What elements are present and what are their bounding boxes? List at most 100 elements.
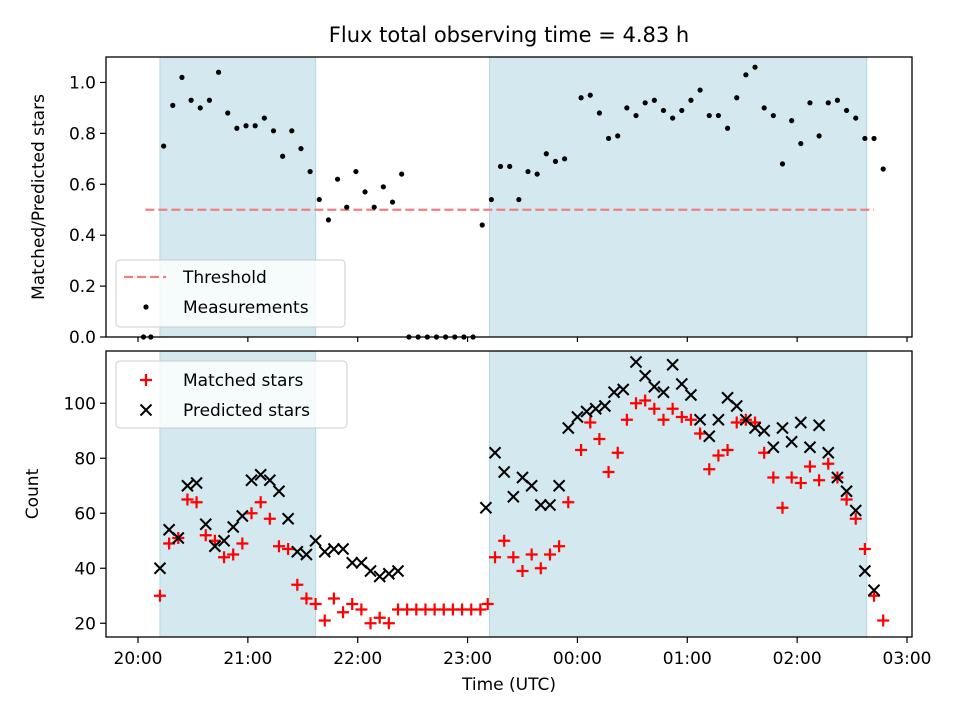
measurement-point (234, 125, 240, 131)
shaded-interval (489, 57, 867, 337)
predicted-star-marker (534, 498, 548, 512)
matched-star-marker (516, 565, 529, 577)
measurement-point (743, 72, 749, 78)
top-y-axis: 0.0 0.2 0.4 0.6 0.8 1.0 (69, 73, 106, 348)
matched-star-marker (840, 493, 853, 506)
measurement-point (642, 100, 648, 106)
measurement-point (752, 64, 758, 70)
measurement-point (399, 171, 405, 177)
predicted-star-marker (730, 399, 743, 413)
measurement-point (316, 196, 322, 203)
bottom-panel: 20 40 60 80 100 20:00 21:00 22:00 23:00 00:00 01:… (23, 350, 932, 695)
predicted-star-marker (507, 490, 520, 503)
matched-star-marker (364, 617, 377, 630)
measurement-point (525, 168, 531, 175)
measurement-point (188, 97, 194, 103)
x-tick-label: 03:00 (883, 649, 932, 669)
predicted-star-marker (648, 380, 661, 393)
matched-star-marker (474, 603, 487, 616)
measurement-point (206, 97, 213, 103)
measurement-point (605, 135, 612, 142)
predicted-star-marker (616, 383, 630, 396)
matched-star-marker (218, 551, 231, 564)
matched-star-marker (639, 394, 652, 407)
matched-star-marker (562, 496, 575, 509)
measurement-point (362, 189, 368, 195)
matched-star-marker (666, 402, 679, 415)
x-tick-label: 22:00 (333, 649, 382, 669)
predicted-star-marker (291, 545, 304, 558)
top-y-axis-label: Matched/Predicted stars (29, 94, 49, 300)
bottom-y-axis: 20 40 60 80 100 (64, 394, 106, 634)
matched-star-marker (291, 578, 304, 591)
predicted-star-marker (309, 534, 322, 547)
matched-star-marker (794, 477, 807, 489)
matched-star-marker (785, 471, 798, 484)
measurement-point (633, 112, 639, 119)
matched-star-marker (282, 543, 295, 555)
predicted-star-marker (227, 520, 240, 534)
matched-star-marker (703, 463, 716, 476)
y-tick-label: 0.8 (69, 124, 96, 144)
top-x-ticks (137, 337, 908, 342)
predicted-star-marker (675, 377, 689, 391)
matched-star-marker (543, 548, 556, 561)
predicted-star-marker (364, 564, 377, 578)
matched-star-marker (534, 562, 547, 575)
matched-star-marker (584, 416, 597, 429)
predicted-star-marker (172, 531, 185, 545)
measurement-point (724, 125, 731, 131)
measurement-point (325, 217, 332, 223)
measurement-point (389, 199, 396, 205)
measurement-point (688, 97, 694, 103)
measurement-point (479, 222, 485, 228)
x-tick-label: 23:00 (443, 649, 492, 669)
legend-box (115, 360, 348, 429)
measurement-point (880, 166, 886, 172)
measurement-point (660, 107, 667, 114)
predicted-star-marker (858, 564, 872, 578)
legend-box (115, 259, 346, 328)
top-axes-frame (105, 56, 913, 338)
predicted-star-marker (525, 479, 538, 492)
matched-star-marker (507, 551, 520, 564)
matched-star-marker (822, 457, 835, 470)
measurement-point (334, 176, 341, 182)
matched-star-marker (140, 374, 152, 386)
predicted-star-marker (767, 441, 780, 454)
measurement-point (798, 140, 804, 147)
measurement-point (353, 168, 359, 175)
measurement-point (770, 112, 776, 119)
y-tick-label: 40 (74, 559, 96, 579)
matched-star-marker (868, 589, 881, 602)
predicted-star-marker (373, 570, 386, 583)
measurement-point (298, 146, 304, 152)
measurement-point (543, 151, 549, 157)
measurement-point (843, 107, 850, 114)
measurement-point (507, 163, 513, 170)
y-tick-label: 0.2 (69, 277, 96, 297)
matched-star-marker (208, 534, 221, 547)
matched-star-marker (813, 474, 826, 487)
matched-star-marker (749, 416, 762, 429)
chart-title: Flux total observing time = 4.83 h (329, 23, 689, 47)
y-tick-label: 100 (64, 394, 96, 414)
measurement-point (871, 135, 877, 142)
y-tick-label: 20 (74, 614, 96, 634)
matched-star-marker (611, 446, 624, 459)
y-tick-label: 1.0 (69, 73, 96, 93)
matched-star-marker (553, 540, 566, 553)
measurement-point (161, 143, 167, 149)
measurement-point (261, 115, 267, 121)
predicted-star-marker (139, 403, 153, 417)
predicted-star-marker (190, 476, 203, 490)
predicted-star-marker (849, 504, 862, 517)
predicted-star-marker (153, 562, 167, 575)
matched-star-marker (181, 493, 194, 506)
x-tick-label: 01:00 (663, 649, 712, 669)
matched-star-marker (712, 449, 725, 462)
x-tick-label: 02:00 (773, 649, 822, 669)
matched-star-marker (620, 413, 633, 426)
measurement-point (225, 110, 231, 116)
measurement-point (488, 196, 494, 203)
